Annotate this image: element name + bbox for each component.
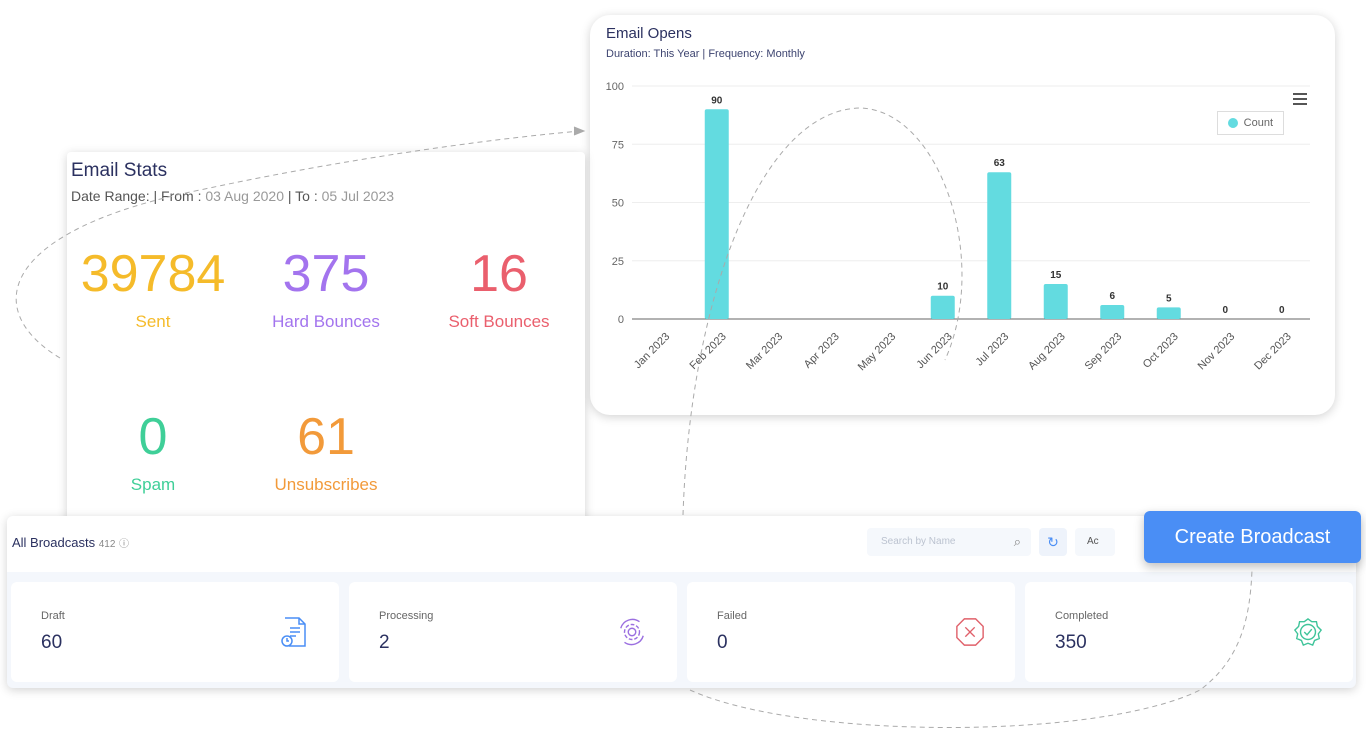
stat-label: Spam	[130, 475, 176, 494]
status-tile-processing[interactable]: Processing 2	[349, 582, 677, 682]
chart-legend[interactable]: Count	[1216, 111, 1284, 135]
x-tick-label: May 2023	[856, 331, 899, 374]
failed-octagon-x-icon	[956, 618, 984, 646]
stat-value: 375	[282, 245, 370, 303]
bar	[930, 295, 955, 319]
x-tick-label: Feb 2023	[688, 331, 729, 372]
stat-sent: 39784 Sent	[67, 244, 239, 332]
status-tile-failed[interactable]: Failed 0	[687, 582, 1015, 682]
data-label: 5	[1166, 293, 1172, 304]
status-tile-draft[interactable]: Draft 60	[11, 582, 339, 682]
draft-document-icon	[281, 617, 306, 647]
stat-value: 16	[470, 245, 528, 303]
search-icon[interactable]: ⌕	[1013, 534, 1021, 549]
search-placeholder: Search by Name	[881, 536, 956, 547]
y-tick-label: 0	[618, 314, 624, 326]
stat-value: 0	[138, 408, 168, 466]
legend-label: Count	[1243, 117, 1273, 129]
stat-value: 39784	[80, 245, 226, 303]
x-tick-label: Jun 2023	[914, 331, 954, 371]
broadcasts-count: 412	[98, 539, 116, 550]
date-range-label: Date Range: | From :	[71, 188, 202, 204]
info-icon[interactable]: ⓘ	[119, 539, 130, 550]
tile-label: Failed	[717, 610, 747, 622]
x-tick-label: Mar 2023	[744, 331, 785, 372]
stat-label: Unsubscribes	[274, 475, 378, 494]
x-tick-label: Dec 2023	[1252, 331, 1294, 373]
date-range: Date Range: | From : 03 Aug 2020 | To : …	[71, 188, 394, 204]
y-tick-label: 50	[612, 198, 624, 210]
status-tile-completed[interactable]: Completed 350	[1025, 582, 1353, 682]
email-opens-title: Email Opens	[606, 25, 692, 42]
broadcasts-title-text: All Broadcasts	[12, 535, 96, 550]
x-tick-label: Jan 2023	[632, 331, 672, 371]
completed-badge-check-icon	[1293, 617, 1323, 647]
email-stats-title: Email Stats	[71, 160, 168, 181]
x-tick-label: Oct 2023	[1141, 331, 1181, 371]
bar	[1100, 305, 1125, 319]
data-label: 63	[994, 158, 1006, 169]
y-tick-label: 100	[606, 81, 624, 93]
data-label: 10	[937, 282, 949, 293]
stat-value: 61	[297, 408, 355, 466]
email-opens-subtitle: Duration: This Year | Frequency: Monthly	[606, 48, 805, 60]
create-broadcast-button[interactable]: Create Broadcast	[1144, 511, 1361, 563]
y-tick-label: 75	[612, 139, 624, 151]
date-to-label: | To :	[287, 188, 318, 204]
arrow-head-icon	[573, 126, 586, 136]
tile-label: Completed	[1055, 610, 1109, 622]
data-label: 15	[1050, 270, 1062, 281]
bar	[1156, 307, 1181, 319]
chart-menu-icon[interactable]	[1293, 93, 1307, 108]
data-label: 90	[711, 95, 723, 106]
stat-spam: 0 Spam	[67, 407, 239, 495]
email-opens-card: 0 25 50 75 100 Jan 2023 90 Feb 2023 Mar 2023 Apr …	[590, 15, 1335, 415]
tile-value: 0	[717, 632, 728, 653]
legend-dot-icon	[1227, 118, 1238, 128]
data-label: 6	[1109, 291, 1115, 302]
x-tick-label: Sep 2023	[1083, 331, 1125, 373]
tile-value: 60	[41, 632, 63, 653]
stat-hard-bounces: 375 Hard Bounces	[240, 244, 412, 332]
tile-value: 2	[379, 632, 390, 653]
bar	[1043, 284, 1068, 319]
x-tick-label: Apr 2023	[802, 331, 842, 371]
data-label: 0	[1279, 305, 1285, 316]
stat-label: Soft Bounces	[448, 312, 550, 331]
refresh-icon: ↻	[1047, 534, 1059, 550]
x-tick-label: Jul 2023	[973, 331, 1011, 369]
email-stats-card: Email Stats Date Range: | From : 03 Aug …	[67, 152, 585, 532]
tile-label: Draft	[41, 610, 65, 622]
y-tick-label: 25	[612, 256, 624, 268]
refresh-button[interactable]: ↻	[1039, 528, 1067, 556]
date-from: 03 Aug 2020	[205, 188, 284, 204]
bar	[704, 109, 729, 319]
actions-button[interactable]: Ac	[1075, 528, 1115, 556]
stat-label: Sent	[135, 312, 171, 331]
stat-soft-bounces: 16 Soft Bounces	[413, 244, 585, 332]
x-tick-label: Aug 2023	[1026, 331, 1068, 373]
tile-label: Processing	[379, 610, 434, 622]
date-to: 05 Jul 2023	[321, 188, 395, 204]
broadcasts-title: All Broadcasts 412 ⓘ	[12, 535, 129, 550]
data-label: 0	[1222, 305, 1228, 316]
processing-gear-icon	[620, 618, 644, 646]
stat-label: Hard Bounces	[272, 312, 380, 331]
x-tick-label: Nov 2023	[1196, 331, 1238, 373]
bar	[987, 172, 1012, 319]
stat-unsubscribes: 61 Unsubscribes	[240, 407, 412, 495]
search-input[interactable]: Search by Name ⌕	[867, 528, 1031, 556]
tile-value: 350	[1055, 632, 1087, 653]
